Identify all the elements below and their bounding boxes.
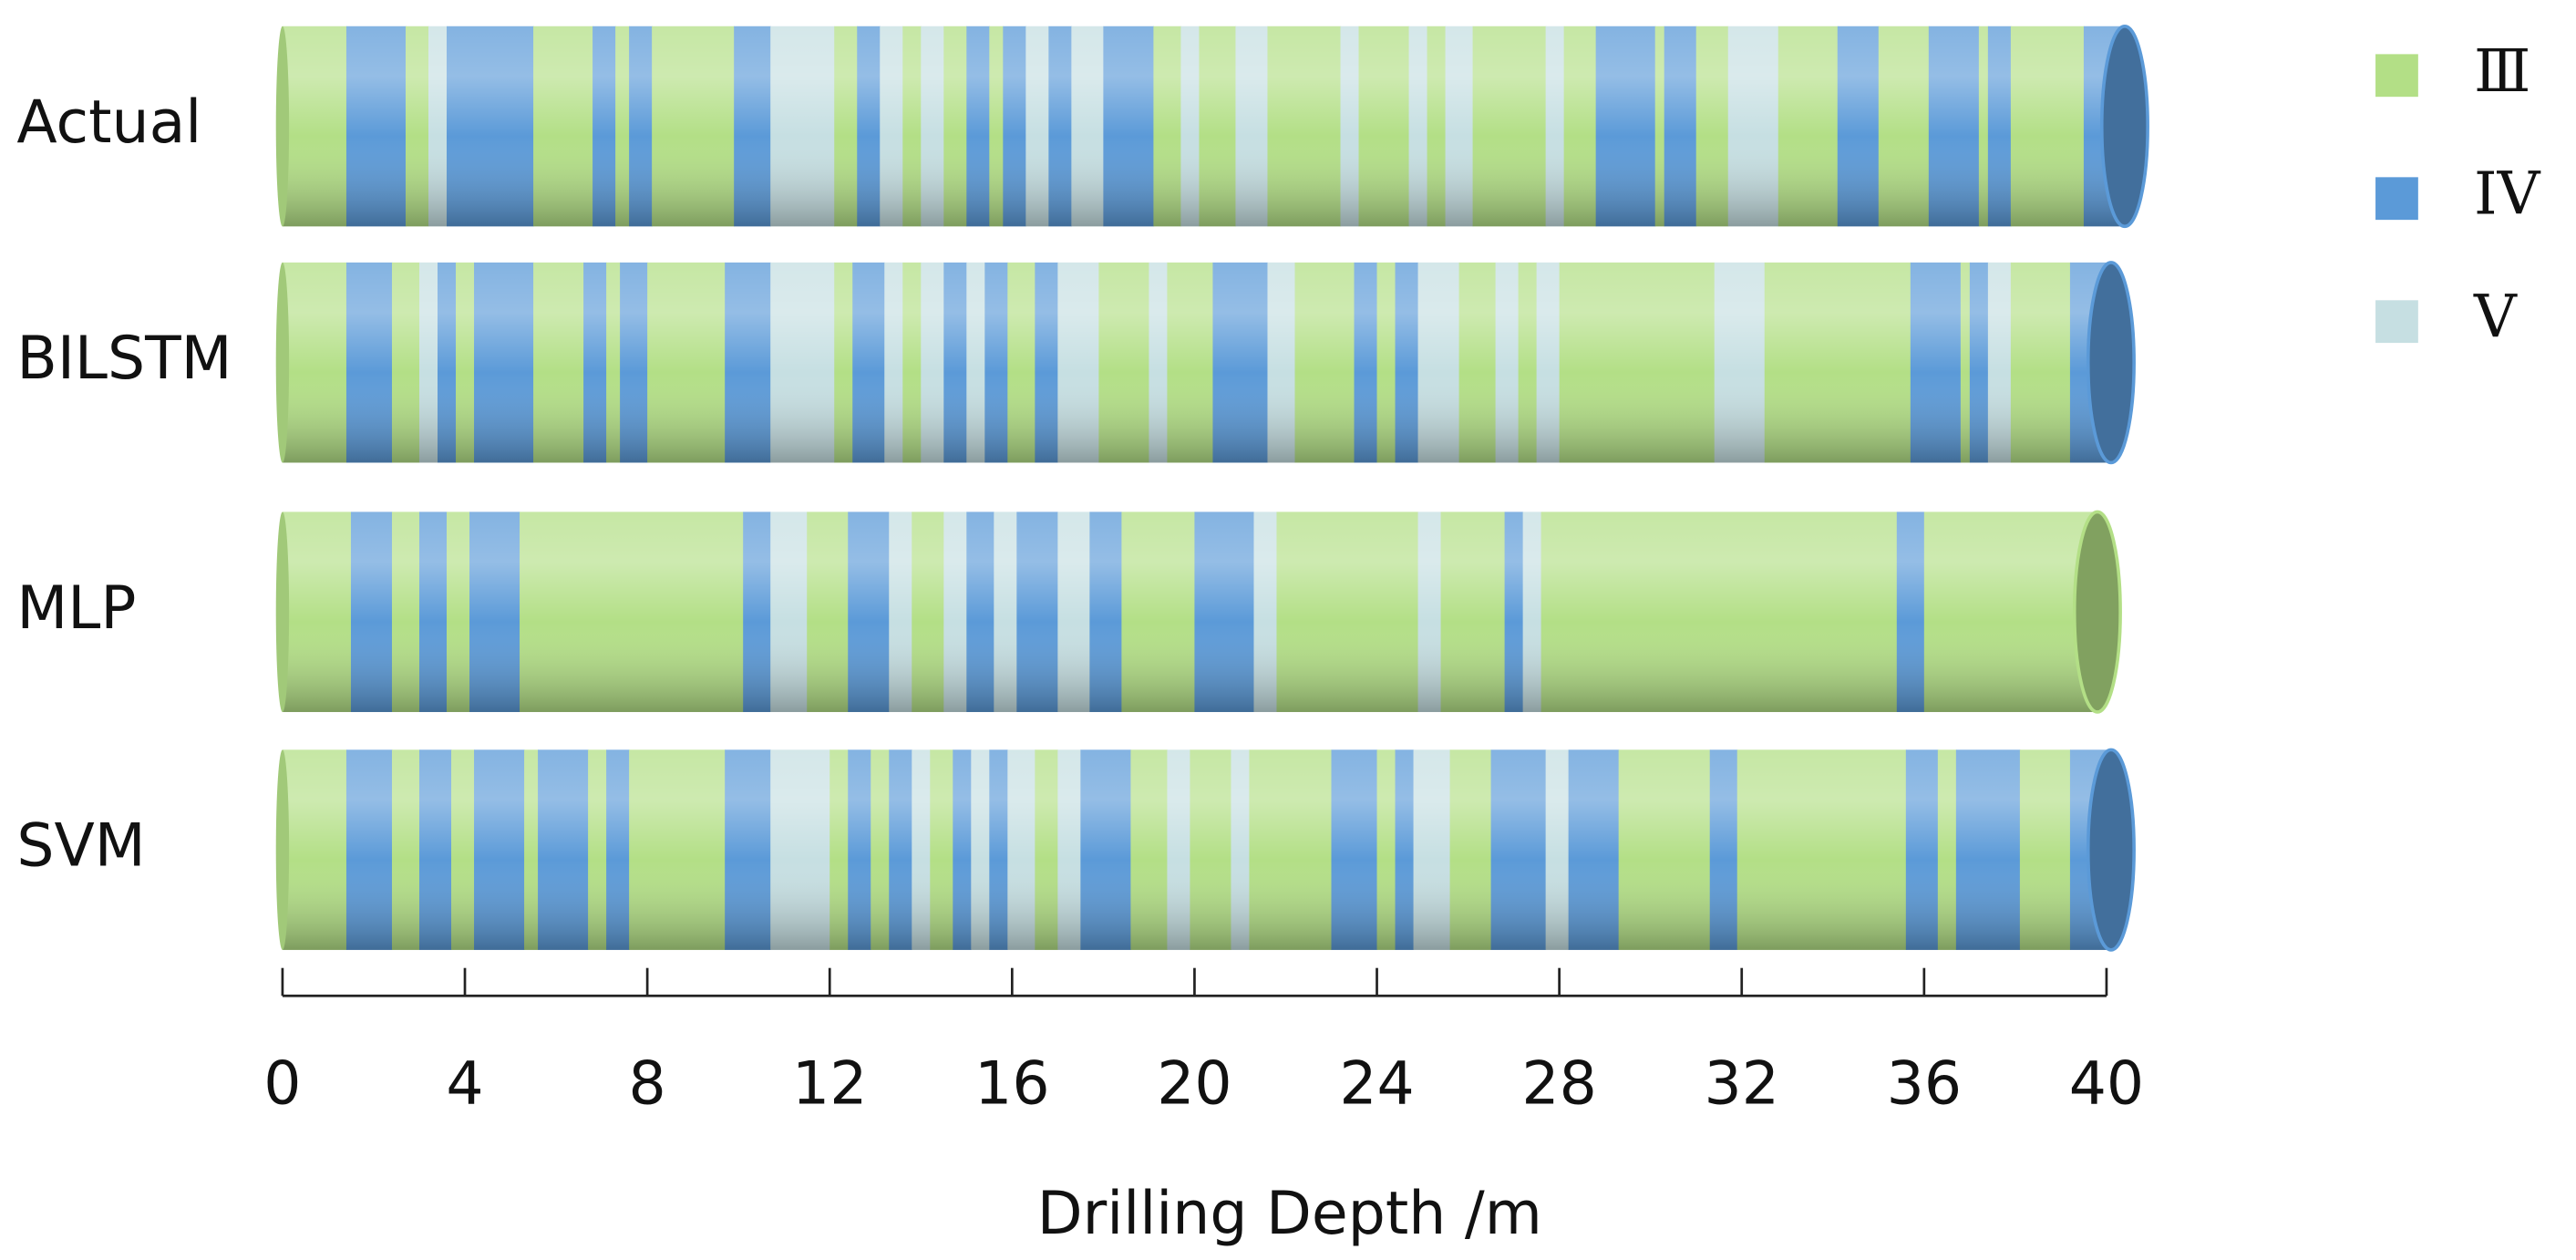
x-tick-label: 36 (1887, 1050, 1962, 1119)
row-label: Actual (16, 88, 201, 157)
legend-swatch (2375, 177, 2418, 221)
x-tick-label: 4 (446, 1050, 483, 1119)
core-row (275, 24, 2149, 229)
x-tick-label: 24 (1339, 1050, 1414, 1119)
x-tick-label: 8 (629, 1050, 666, 1119)
legend-label: V (2473, 284, 2518, 352)
core-end-cap (2086, 261, 2136, 465)
legend-swatch (2375, 54, 2418, 98)
x-tick-label: 12 (792, 1050, 867, 1119)
core-left-end (275, 749, 290, 950)
x-tick-label: 40 (2069, 1050, 2144, 1119)
legend-label: IV (2474, 160, 2541, 229)
x-axis-title: Drilling Depth /m (1037, 1180, 1542, 1248)
core-row (275, 261, 2136, 465)
core-left-end (275, 262, 290, 463)
core-shading (282, 511, 2097, 712)
core-row (275, 748, 2136, 952)
core-end-cap (2099, 24, 2149, 229)
legend-label: Ⅲ (2474, 37, 2530, 106)
row-label: SVM (16, 812, 145, 881)
core-shading (282, 749, 2111, 950)
x-tick-label: 20 (1157, 1050, 1231, 1119)
core-left-end (275, 511, 290, 712)
core-end-cap (2072, 510, 2122, 714)
core-shading (282, 262, 2111, 463)
x-tick-label: 16 (974, 1050, 1049, 1119)
core-row (275, 510, 2122, 714)
core-left-end (275, 26, 290, 227)
row-label: BILSTM (16, 325, 232, 393)
x-tick-label: 32 (1705, 1050, 1779, 1119)
x-tick-label: 0 (263, 1050, 301, 1119)
x-tick-label: 28 (1521, 1050, 1596, 1119)
legend-swatch (2375, 300, 2418, 344)
core-shading (282, 26, 2125, 227)
core-end-cap (2086, 748, 2136, 952)
row-label: MLP (16, 574, 136, 643)
